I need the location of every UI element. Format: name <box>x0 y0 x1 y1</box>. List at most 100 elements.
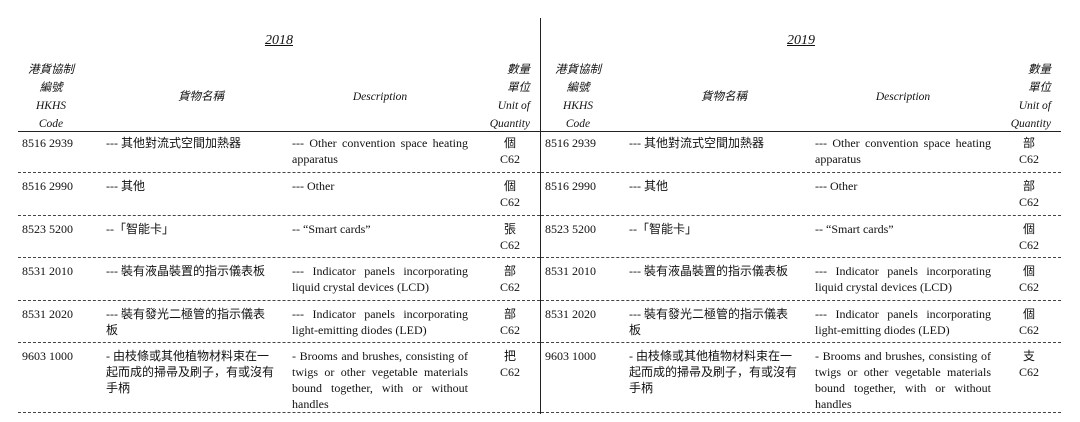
unit-cell: 個 C62 <box>1011 221 1047 253</box>
unit-cell: 部 C62 <box>1011 135 1047 167</box>
unit-code: C62 <box>1018 365 1039 379</box>
unit-of-quantity-header: 數量 單位 Unit of Quantity <box>489 64 530 130</box>
hkhs-code-header: 港貨協制 編號 HKHS Code <box>28 64 74 130</box>
description-cell: - Brooms and brushes, consisting of twig… <box>292 349 468 411</box>
header-rule <box>18 131 540 132</box>
goods-name-cell: --- 其他對流式空間加熱器 <box>106 136 241 150</box>
row-divider <box>18 412 540 413</box>
unit-code: C62 <box>1018 238 1039 252</box>
goods-name-header: 貨物名稱 <box>178 91 224 103</box>
unit-chinese: 把 <box>503 349 516 363</box>
unit-code: C62 <box>499 238 520 252</box>
goods-name-cell: --- 其他對流式空間加熱器 <box>629 136 764 150</box>
description-cell: - Brooms and brushes, consisting of twig… <box>815 349 991 411</box>
unit-cell: 個 C62 <box>492 178 528 210</box>
unit-code: C62 <box>1018 323 1039 337</box>
row-divider <box>541 215 1061 216</box>
unit-cell: 部 C62 <box>492 306 528 338</box>
description-header: Description <box>352 91 408 103</box>
unit-code: C62 <box>499 152 520 166</box>
row-divider <box>541 412 1061 413</box>
goods-name-cell: --「智能卡」 <box>106 222 174 236</box>
goods-name-cell: --- 裝有液晶裝置的指示儀表板 <box>629 264 788 278</box>
row-divider <box>541 300 1061 301</box>
hkhs-code-cell: 8531 2010 <box>545 264 596 278</box>
description-header: Description <box>875 91 931 103</box>
row-divider <box>541 172 1061 173</box>
unit-chinese: 支 <box>1022 349 1035 363</box>
year-heading: 2018 <box>265 33 293 48</box>
unit-chinese: 個 <box>1022 307 1035 321</box>
description-cell: --- Indicator panels incorporating light… <box>292 307 468 337</box>
hkhs-code-cell: 8516 2939 <box>545 136 596 150</box>
unit-chinese: 部 <box>1022 136 1035 150</box>
description-cell: --- Other <box>815 179 858 193</box>
section-2019: 2019 港貨協制 編號 HKHS Code 貨物名稱 Description … <box>541 0 1061 422</box>
unit-chinese: 張 <box>503 222 516 236</box>
goods-name-cell: --- 裝有液晶裝置的指示儀表板 <box>106 264 265 278</box>
header-rule <box>541 131 1061 132</box>
hkhs-code-cell: 9603 1000 <box>545 349 596 363</box>
goods-name-cell: --- 其他 <box>629 179 668 193</box>
unit-cell: 部 C62 <box>492 263 528 295</box>
row-divider <box>18 300 540 301</box>
unit-code: C62 <box>499 323 520 337</box>
hkhs-code-cell: 8516 2990 <box>545 179 596 193</box>
hkhs-code-cell: 8516 2990 <box>22 179 73 193</box>
row-divider <box>541 257 1061 258</box>
description-cell: --- Indicator panels incorporating liqui… <box>292 264 468 294</box>
hkhs-code-cell: 8523 5200 <box>22 222 73 236</box>
description-cell: --- Other <box>292 179 335 193</box>
year-divider <box>540 18 541 414</box>
year-heading: 2019 <box>787 33 815 48</box>
description-cell: -- “Smart cards” <box>815 222 894 236</box>
unit-code: C62 <box>499 365 520 379</box>
goods-name-cell: --- 裝有發光二極管的指示儀表板 <box>629 307 788 337</box>
unit-chinese: 部 <box>1022 179 1035 193</box>
goods-name-header: 貨物名稱 <box>701 91 747 103</box>
hkhs-code-cell: 8531 2020 <box>545 307 596 321</box>
hkhs-code-cell: 9603 1000 <box>22 349 73 363</box>
unit-of-quantity-header: 數量 單位 Unit of Quantity <box>1010 64 1051 130</box>
unit-cell: 個 C62 <box>1011 263 1047 295</box>
goods-name-cell: - 由枝條或其他植物材料束在一起而成的掃帚及刷子，有或沒有手柄 <box>106 349 275 395</box>
description-cell: --- Other convention space heating appar… <box>815 136 991 166</box>
row-divider <box>18 342 540 343</box>
unit-cell: 張 C62 <box>492 221 528 253</box>
hkhs-code-cell: 8523 5200 <box>545 222 596 236</box>
row-divider <box>18 215 540 216</box>
hkhs-code-cell: 8516 2939 <box>22 136 73 150</box>
unit-chinese: 個 <box>503 136 516 150</box>
hkhs-code-cell: 8531 2010 <box>22 264 73 278</box>
unit-chinese: 部 <box>503 264 516 278</box>
unit-code: C62 <box>499 280 520 294</box>
unit-code: C62 <box>1018 280 1039 294</box>
unit-code: C62 <box>1018 152 1039 166</box>
hkhs-code-cell: 8531 2020 <box>22 307 73 321</box>
unit-cell: 部 C62 <box>1011 178 1047 210</box>
unit-cell: 個 C62 <box>1011 306 1047 338</box>
goods-name-cell: - 由枝條或其他植物材料束在一起而成的掃帚及刷子，有或沒有手柄 <box>629 349 798 395</box>
unit-chinese: 個 <box>1022 264 1035 278</box>
goods-name-cell: --- 裝有發光二極管的指示儀表板 <box>106 307 265 337</box>
unit-chinese: 個 <box>503 179 516 193</box>
row-divider <box>541 342 1061 343</box>
unit-code: C62 <box>1018 195 1039 209</box>
section-2018: 2018 港貨協制 編號 HKHS Code 貨物名稱 Description … <box>18 0 540 422</box>
description-cell: --- Other convention space heating appar… <box>292 136 468 166</box>
unit-chinese: 個 <box>1022 222 1035 236</box>
row-divider <box>18 172 540 173</box>
row-divider <box>18 257 540 258</box>
description-cell: --- Indicator panels incorporating light… <box>815 307 991 337</box>
unit-cell: 支 C62 <box>1011 348 1047 380</box>
goods-name-cell: --「智能卡」 <box>629 222 697 236</box>
goods-name-cell: --- 其他 <box>106 179 145 193</box>
unit-cell: 個 C62 <box>492 135 528 167</box>
hkhs-code-header: 港貨協制 編號 HKHS Code <box>555 64 601 130</box>
unit-code: C62 <box>499 195 520 209</box>
description-cell: -- “Smart cards” <box>292 222 371 236</box>
unit-chinese: 部 <box>503 307 516 321</box>
description-cell: --- Indicator panels incorporating liqui… <box>815 264 991 294</box>
unit-cell: 把 C62 <box>492 348 528 380</box>
